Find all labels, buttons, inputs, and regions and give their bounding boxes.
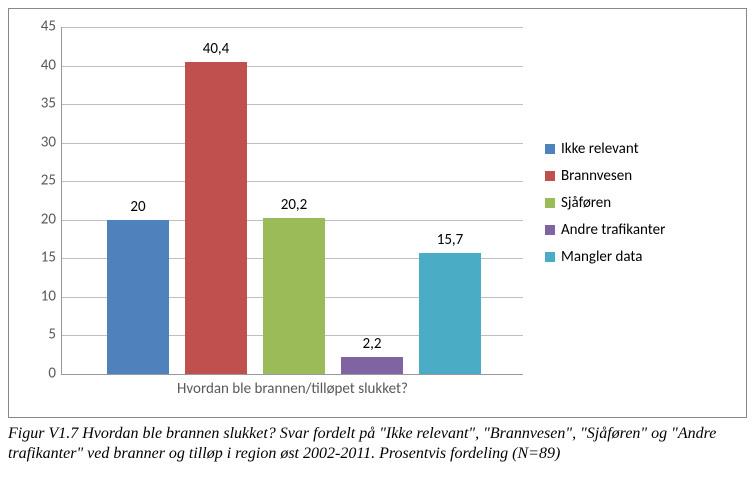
chart-frame: Hvordan ble brannen/tilløpet slukket? 0 5… [8, 8, 747, 418]
plot-area: Hvordan ble brannen/tilløpet slukket? 05… [61, 27, 523, 375]
legend-label: Ikke relevant [561, 140, 639, 158]
legend-swatch [545, 144, 555, 154]
y-tick-label: 25 [22, 174, 62, 189]
y-tick-label: 35 [22, 97, 62, 112]
bar [107, 220, 169, 374]
legend-label: Sjåføren [561, 194, 611, 212]
y-tick-label: 45 [22, 20, 62, 35]
y-tick-label: 40 [22, 58, 62, 73]
y-tick-label: 20 [22, 212, 62, 227]
legend-item: Ikke relevant [545, 140, 665, 158]
y-tick-label: 10 [22, 289, 62, 304]
bar-value-label: 40,4 [186, 40, 246, 58]
bar-value-label: 2,2 [342, 335, 402, 353]
figure-caption: Figur V1.7 Hvordan ble brannen slukket? … [8, 424, 747, 464]
y-tick-label: 15 [22, 251, 62, 266]
legend-swatch [545, 225, 555, 235]
bar-value-label: 20 [108, 198, 168, 216]
gridline [62, 143, 523, 144]
bar-value-label: 15,7 [420, 231, 480, 249]
gridline [62, 66, 523, 67]
bar [263, 218, 325, 374]
legend-item: Brannvesen [545, 167, 665, 185]
bar-value-label: 20,2 [264, 196, 324, 214]
legend-swatch [545, 252, 555, 262]
y-tick-label: 30 [22, 135, 62, 150]
legend-swatch [545, 198, 555, 208]
bar [341, 357, 403, 374]
figure-container: Hvordan ble brannen/tilløpet slukket? 0 5… [0, 0, 755, 503]
y-tick-label: 0 [22, 367, 62, 382]
legend: Ikke relevant Brannvesen Sjåføren Andre tra… [545, 131, 665, 275]
legend-item: Sjåføren [545, 194, 665, 212]
legend-label: Andre trafikanter [561, 221, 665, 239]
legend-item: Mangler data [545, 248, 665, 266]
gridline [62, 104, 523, 105]
legend-swatch [545, 171, 555, 181]
legend-label: Brannvesen [561, 167, 632, 185]
gridline [62, 181, 523, 182]
gridline [62, 27, 523, 28]
x-category-label: Hvordan ble brannen/tilløpet slukket? [62, 374, 523, 398]
legend-item: Andre trafikanter [545, 221, 665, 239]
y-tick-label: 5 [22, 328, 62, 343]
bar [185, 62, 247, 374]
bar [419, 253, 481, 374]
legend-label: Mangler data [561, 248, 642, 266]
